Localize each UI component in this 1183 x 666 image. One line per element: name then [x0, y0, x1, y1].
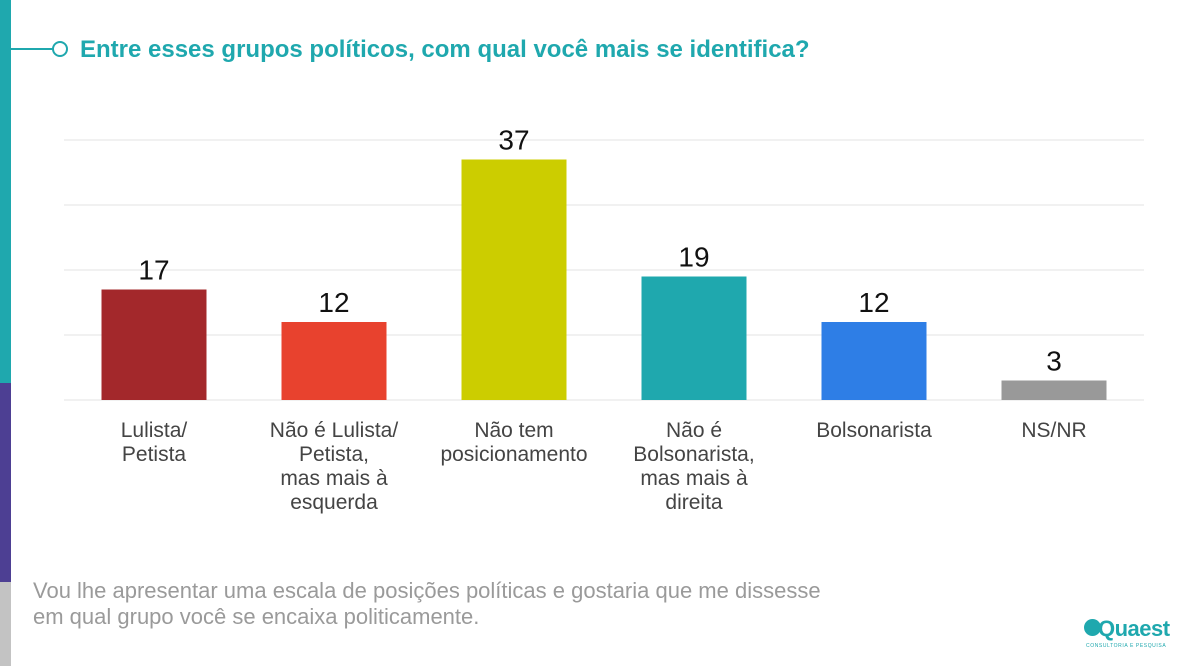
category-label-line: Não é Lulista/ [270, 419, 399, 442]
category-label-line: Lulista/ [121, 419, 188, 442]
quaest-logo: Quaest CONSULTORIA E PESQUISA [1084, 616, 1170, 656]
side-accent-bar-teal [0, 0, 11, 383]
category-label-line: Bolsonarista [816, 419, 932, 442]
data-label: 3 [1046, 346, 1062, 377]
side-accent-bar-gray [0, 582, 11, 666]
category-label-line: posicionamento [440, 443, 587, 466]
bar [1001, 380, 1107, 400]
side-accent-bar-purple [0, 383, 11, 582]
category-label-line: mas mais à [640, 467, 748, 490]
category-label-line: NS/NR [1021, 419, 1086, 442]
category-label-line: direita [665, 491, 723, 514]
bar [281, 322, 387, 400]
category-label: Não é Bolsonarista, mas mais à direita [633, 419, 754, 514]
bar [821, 322, 927, 400]
data-label: 19 [678, 242, 709, 273]
data-label: 17 [138, 255, 169, 286]
bar [461, 159, 567, 400]
category-label: NS/NR [1021, 419, 1086, 442]
category-label: Lulista/Petista [121, 419, 188, 466]
category-label: Bolsonarista [816, 419, 932, 442]
category-label-line: Bolsonarista, [633, 443, 754, 466]
bar [641, 276, 747, 400]
bar-chart: 17 12 37 19 12 3 Lulista/Petista Não é Lulista… [64, 125, 1144, 514]
category-label-line: mas mais à [280, 467, 388, 490]
title-connector-line [11, 48, 53, 50]
category-label-line: Não é [666, 419, 722, 442]
logo-wordmark: Quaest [1098, 616, 1170, 641]
category-label: Não é Lulista/Petista, mas mais à esquerda [270, 419, 399, 514]
page-title: Entre esses grupos políticos, com qual v… [80, 36, 810, 63]
data-label: 12 [858, 287, 889, 318]
data-label: 12 [318, 287, 349, 318]
category-label-line: esquerda [290, 491, 378, 514]
data-label: 37 [498, 125, 529, 156]
logo-tagline: CONSULTORIA E PESQUISA [1086, 643, 1167, 649]
category-label-line: Não tem [474, 419, 553, 442]
category-label: Não tem posicionamento [440, 419, 587, 466]
title-marker-icon [52, 41, 68, 57]
logo-mark-icon [1084, 619, 1101, 636]
category-label-line: Petista [122, 443, 187, 466]
question-footnote: Vou lhe apresentar uma escala de posiçõe… [33, 578, 821, 629]
bar [101, 289, 207, 400]
category-label-line: Petista, [299, 443, 369, 466]
